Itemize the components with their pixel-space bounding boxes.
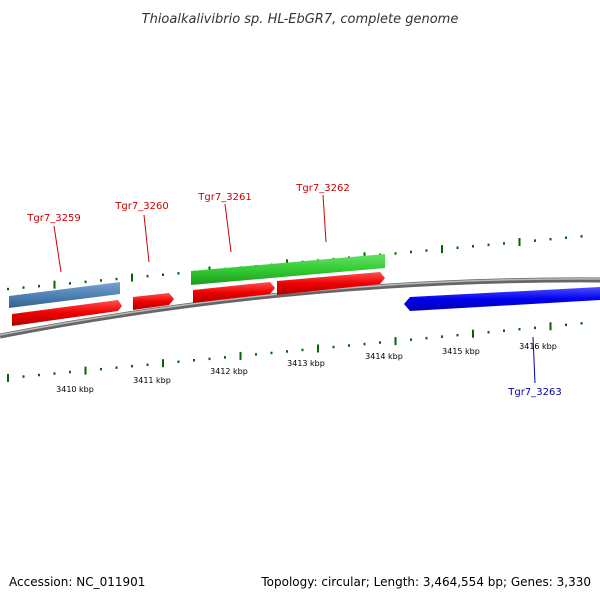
gene-label-tgr7-3262[interactable]: Tgr7_3262 <box>295 183 349 194</box>
label-connector-tgr7-3259 <box>53 225 62 273</box>
scale-label-3411: 3411 kbp <box>133 376 171 385</box>
label-connector-tgr7-3260 <box>143 214 150 263</box>
scale-label-3415: 3415 kbp <box>442 347 480 356</box>
cds-arrow-tgr7-3259[interactable] <box>12 300 122 326</box>
accession-text: Accession: NC_011901 <box>9 575 145 589</box>
scale-label-3413: 3413 kbp <box>287 359 325 368</box>
gene-label-tgr7-3259[interactable]: Tgr7_3259 <box>26 213 80 224</box>
genome-summary-text: Topology: circular; Length: 3,464,554 bp… <box>260 575 591 589</box>
gene-bar-tgr7-3259[interactable] <box>9 282 120 308</box>
scale-label-3410: 3410 kbp <box>56 385 94 394</box>
cds-arrow-tgr7-3263[interactable] <box>404 287 600 311</box>
genome-title: Thioalkalivibrio sp. HL-EbGR7, complete … <box>142 12 459 27</box>
label-connector-tgr7-3262 <box>322 194 327 243</box>
cds-arrow-tgr7-3261[interactable] <box>193 282 275 303</box>
cds-arrow-tgr7-3260[interactable] <box>133 293 174 310</box>
scale-label-3416: 3416 kbp <box>519 342 557 351</box>
cds-arrow-tgr7-3262[interactable] <box>277 272 385 295</box>
genome-backbone <box>0 277 600 339</box>
gene-bar-tgr7-3261-3262[interactable] <box>191 254 385 285</box>
scale-label-3412: 3412 kbp <box>210 367 248 376</box>
inner-tick-ring <box>7 322 583 382</box>
scale-label-3414: 3414 kbp <box>365 352 403 361</box>
gene-label-tgr7-3261[interactable]: Tgr7_3261 <box>197 192 251 203</box>
gene-label-tgr7-3260[interactable]: Tgr7_3260 <box>114 201 168 212</box>
label-connector-tgr7-3263 <box>532 336 536 384</box>
label-connector-tgr7-3261 <box>224 203 232 253</box>
gene-label-tgr7-3263[interactable]: Tgr7_3263 <box>507 387 561 398</box>
